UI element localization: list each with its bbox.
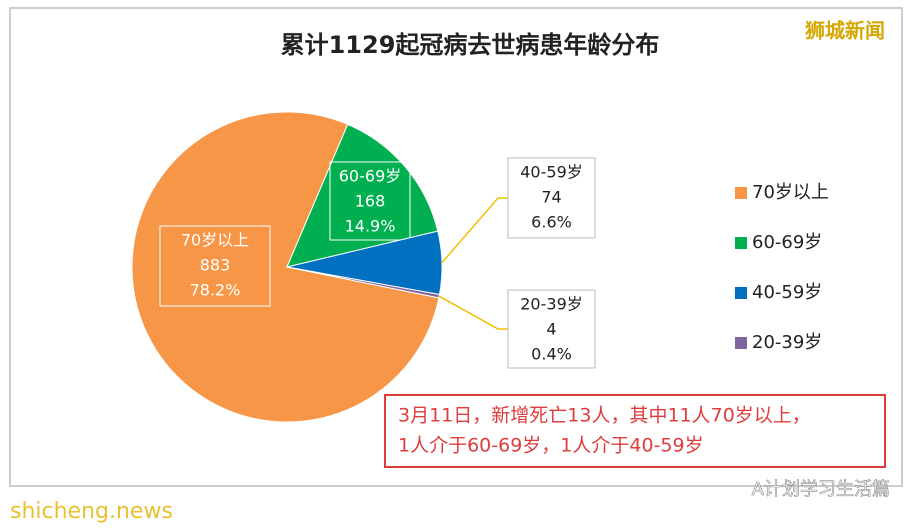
label-box — [159, 225, 271, 307]
legend-swatch — [735, 237, 747, 249]
annotation: 3月11日，新增死亡13人，其中11人70岁以上， — [398, 405, 811, 427]
footer-right: A计划学习生活篇 — [752, 479, 890, 500]
footer-left: shicheng.news — [10, 499, 173, 524]
legend-label: 20-39岁 — [752, 332, 822, 353]
data-label-percent: 14.9% — [345, 217, 396, 236]
chart-title: 累计1129起冠病去世病患年龄分布 — [281, 31, 660, 59]
legend-swatch — [735, 337, 747, 349]
annotation: 1人介于60-69岁，1人介于40-59岁 — [398, 435, 704, 457]
data-label-percent: 0.4% — [531, 345, 572, 364]
data-label-category: 70岁以上 — [181, 231, 249, 250]
data-label-category: 40-59岁 — [520, 163, 583, 182]
annotation-box — [384, 394, 886, 468]
leader-line — [441, 197, 508, 264]
label-box — [507, 289, 596, 369]
pie-slice — [286, 266, 441, 299]
leader-line — [438, 295, 508, 330]
pie-slice — [131, 111, 440, 423]
data-label-value: 74 — [541, 188, 561, 207]
label-box — [507, 157, 596, 239]
label-box — [329, 161, 411, 241]
legend-label: 60-69岁 — [752, 232, 822, 253]
legend-label: 70岁以上 — [752, 182, 829, 203]
data-label-percent: 6.6% — [531, 213, 572, 232]
legend-swatch — [735, 287, 747, 299]
watermark: 狮城新闻 — [805, 19, 885, 43]
data-label-value: 883 — [200, 256, 231, 275]
pie-slice — [286, 123, 439, 268]
legend-label: 40-59岁 — [752, 282, 822, 303]
data-label-percent: 78.2% — [190, 281, 241, 300]
data-label-value: 4 — [546, 320, 556, 339]
data-label-category: 20-39岁 — [520, 295, 583, 314]
legend-swatch — [735, 187, 747, 199]
data-label-category: 60-69岁 — [339, 167, 402, 186]
data-label-value: 168 — [355, 192, 386, 211]
